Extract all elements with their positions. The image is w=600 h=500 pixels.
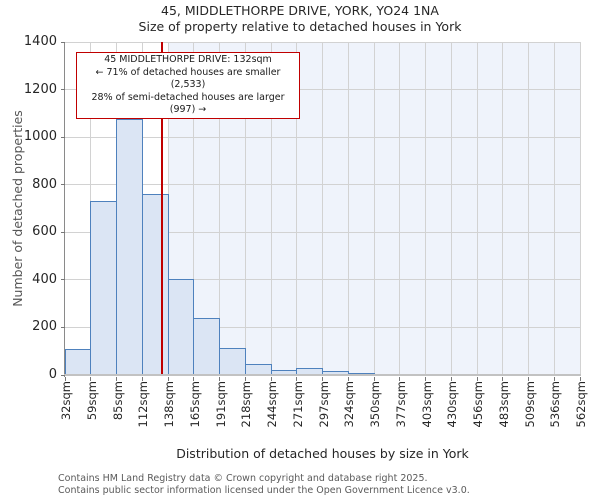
histogram-bar [167, 278, 195, 375]
histogram-bar [193, 317, 220, 375]
x-tick-label: 218sqm [239, 381, 254, 428]
y-tick-label: 600 [32, 224, 57, 240]
gridline [528, 42, 529, 375]
x-tick-label: 324sqm [342, 381, 357, 428]
x-tick-label: 191sqm [213, 381, 228, 428]
annotation-line-1: 45 MIDDLETHORPE DRIVE: 132sqm [104, 54, 272, 65]
x-tick-mark [116, 377, 117, 381]
y-tick-label: 1200 [23, 81, 57, 97]
x-tick-label: 456sqm [471, 381, 485, 428]
y-tick-mark [61, 184, 65, 186]
x-tick-mark [219, 377, 220, 381]
y-tick-mark [61, 136, 65, 138]
y-tick-label: 0 [48, 367, 57, 382]
annotation-line-3: 28% of semi-detached houses are larger (… [91, 91, 285, 116]
histogram-bar [116, 119, 143, 375]
x-tick-mark [502, 377, 504, 381]
gridline [244, 42, 246, 375]
gridline [553, 42, 555, 375]
x-tick-label: 483sqm [496, 381, 511, 428]
x-tick-mark [347, 377, 349, 381]
histogram-bar [141, 194, 169, 375]
chart-title: 45, MIDDLETHORPE DRIVE, YORK, YO24 1NA [161, 3, 439, 18]
x-tick-mark [425, 377, 426, 381]
x-tick-mark [64, 377, 66, 381]
gridline [193, 42, 195, 375]
y-axis-spine [64, 42, 65, 377]
gridline [373, 42, 375, 375]
y-tick-mark [61, 374, 65, 376]
x-tick-label: 297sqm [316, 381, 331, 428]
x-tick-mark [90, 377, 92, 381]
x-tick-label: 377sqm [393, 381, 408, 428]
histogram-bar [90, 201, 117, 375]
gridline [322, 42, 323, 375]
x-tick-label: 244sqm [265, 381, 279, 428]
x-tick-mark [193, 377, 195, 381]
x-axis-label: Distribution of detached houses by size … [176, 446, 469, 461]
gridline [219, 42, 220, 375]
x-tick-mark [244, 377, 246, 381]
x-tick-label: 59sqm [84, 381, 99, 421]
x-tick-mark [322, 377, 323, 381]
x-tick-label: 85sqm [110, 381, 125, 421]
plot-area: 45 MIDDLETHORPE DRIVE: 132sqm ← 71% of d… [59, 41, 588, 427]
x-tick-mark [296, 377, 298, 381]
x-tick-mark [579, 377, 581, 381]
gridline [502, 42, 504, 375]
y-tick-label: 200 [32, 319, 57, 335]
gridline [425, 42, 426, 375]
x-tick-label: 32sqm [59, 381, 73, 421]
gridline [270, 42, 272, 375]
y-tick-mark [61, 326, 65, 328]
y-tick-label: 400 [32, 271, 57, 287]
histogram-bar [219, 347, 246, 375]
gridline [579, 42, 581, 375]
y-tick-label: 1400 [23, 34, 57, 49]
footer-line-1: Contains HM Land Registry data © Crown c… [58, 473, 428, 484]
property-annotation-box: 45 MIDDLETHORPE DRIVE: 132sqm ← 71% of d… [76, 52, 300, 119]
x-tick-mark [399, 377, 401, 381]
histogram-bar [64, 348, 92, 375]
gridline [347, 42, 349, 375]
chart-subtitle: Size of property relative to detached ho… [138, 19, 462, 34]
gridline [476, 42, 478, 375]
x-tick-label: 403sqm [419, 381, 434, 428]
x-tick-mark [373, 377, 375, 381]
x-tick-label: 165sqm [187, 381, 202, 428]
y-tick-mark [61, 279, 65, 281]
attribution-footer: Contains HM Land Registry data © Crown c… [58, 473, 470, 496]
property-size-marker-line [161, 42, 164, 375]
x-tick-label: 271sqm [290, 381, 305, 428]
y-tick-label: 1000 [23, 129, 57, 145]
footer-line-2: Contains public sector information licen… [58, 484, 470, 496]
x-tick-mark [476, 377, 478, 381]
x-tick-mark [270, 377, 272, 381]
gridline [399, 42, 401, 375]
x-tick-mark [167, 377, 169, 381]
x-tick-label: 536sqm [548, 381, 563, 428]
x-tick-mark [528, 377, 529, 381]
x-axis-spine [64, 374, 581, 376]
y-tick-mark [61, 89, 65, 91]
x-tick-label: 509sqm [522, 381, 537, 428]
x-tick-label: 138sqm [162, 381, 176, 428]
x-tick-mark [141, 377, 143, 381]
x-tick-label: 430sqm [445, 381, 460, 428]
x-tick-mark [450, 377, 452, 381]
x-tick-label: 562sqm [574, 381, 588, 428]
x-tick-label: 112sqm [136, 381, 151, 428]
y-tick-mark [61, 231, 65, 233]
y-tick-label: 800 [32, 176, 57, 192]
x-tick-mark [553, 377, 555, 381]
annotation-line-2: ← 71% of detached houses are smaller (2,… [95, 66, 281, 91]
y-tick-mark [61, 41, 65, 43]
x-tick-label: 350sqm [368, 381, 382, 428]
gridline [450, 42, 452, 375]
gridline [296, 42, 298, 375]
